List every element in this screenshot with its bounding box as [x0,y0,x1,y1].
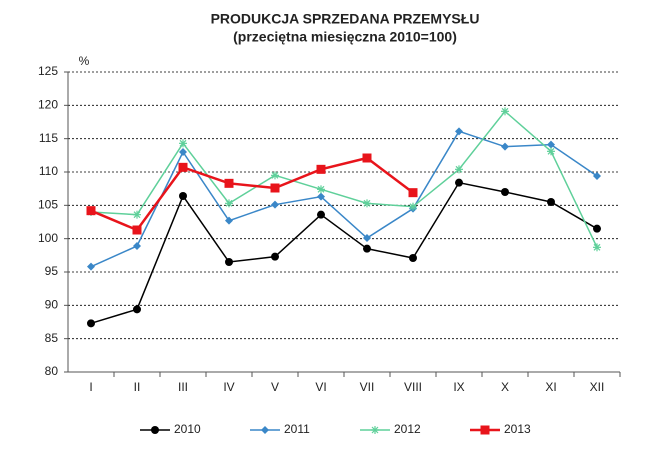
series-line [90,181,598,325]
point [317,210,325,219]
point [317,185,325,194]
point [593,172,601,180]
point [261,426,269,434]
x-tick-label: II [134,380,141,394]
x-tick-label: XII [590,380,605,394]
x-tick-label: IV [223,380,234,394]
point [270,183,280,193]
x-tick-label: III [178,380,188,394]
point [593,243,601,252]
point [87,319,95,328]
x-tick-label: IX [453,380,464,394]
y-axis-label: % [79,54,90,68]
x-tick-label: I [89,380,92,394]
point [133,305,141,314]
x-tick-label: VI [315,380,326,394]
point [224,178,234,188]
series-line [90,110,598,248]
y-tick-label: 95 [45,264,59,278]
point [225,258,233,266]
point [225,199,233,208]
point [225,216,233,225]
chart-title: PRODUKCJA SPRZEDANA PRZEMYSŁU [211,11,480,27]
x-tick-label: V [271,380,279,394]
point [87,262,95,271]
y-tick-label: 100 [38,231,58,245]
point [409,254,417,262]
legend-label: 2012 [394,422,421,436]
y-tick-label: 125 [38,64,58,78]
point [363,234,371,242]
point [455,165,463,174]
legend-label: 2010 [174,422,201,436]
point [151,426,159,434]
point [362,153,372,163]
point [179,192,187,200]
point [547,147,555,156]
point [317,192,325,201]
point [179,139,187,148]
point [132,225,142,235]
point [363,199,371,208]
point [408,188,418,198]
legend-label: 2013 [504,422,531,436]
y-tick-label: 90 [45,298,59,312]
point [179,148,187,156]
point [455,127,463,136]
y-tick-label: 80 [45,364,59,378]
y-tick-label: 105 [38,198,58,212]
point [547,140,555,149]
point [271,200,279,209]
x-tick-label: VII [360,380,375,394]
point [455,178,463,187]
point [316,164,326,174]
point [371,426,379,434]
point [86,206,96,216]
x-tick-label: VIII [404,380,422,394]
y-tick-label: 85 [45,331,59,345]
point [501,188,509,196]
y-tick-label: 120 [38,98,58,112]
point [480,425,490,435]
point [133,242,141,250]
point [593,224,601,233]
y-tick-label: 115 [39,131,58,145]
chart-subtitle: (przeciętna miesięczna 2010=100) [233,29,457,45]
point [178,162,188,172]
point [133,210,141,219]
series-line [90,156,414,232]
series-line [90,130,598,268]
point [271,252,279,261]
x-tick-label: XI [545,380,556,394]
point [501,107,509,116]
point [363,244,371,253]
x-tick-label: X [501,380,509,394]
point [501,142,509,151]
point [547,198,555,206]
point [409,202,417,211]
y-tick-label: 110 [39,164,58,178]
point [271,171,279,180]
legend-label: 2011 [284,422,310,436]
